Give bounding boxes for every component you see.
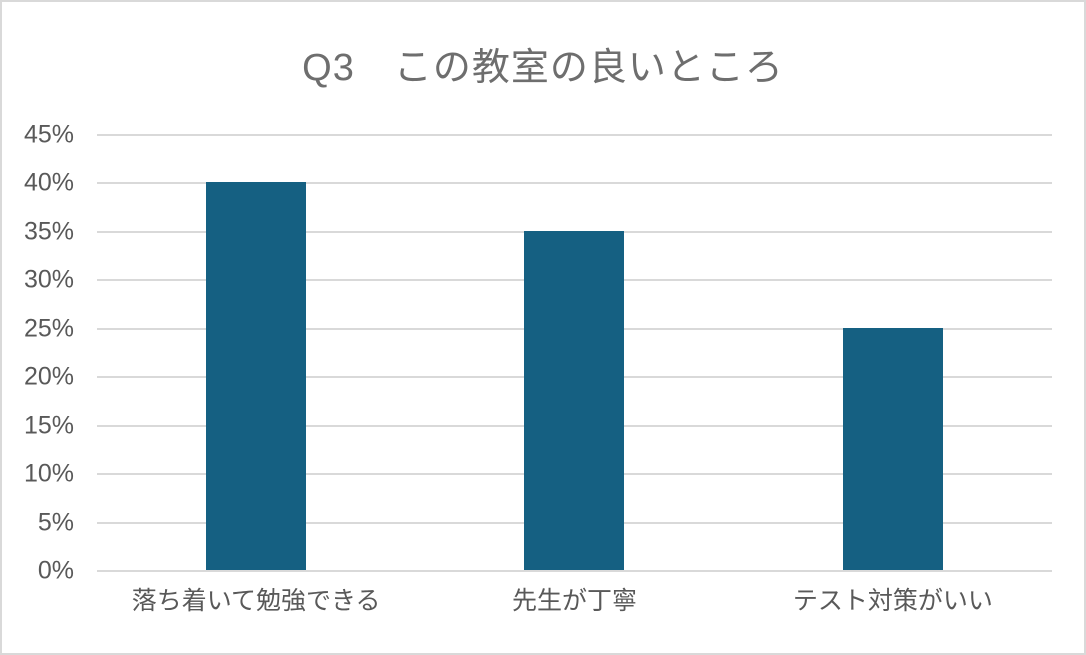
y-tick-label: 45% [23, 120, 74, 149]
gridline [97, 182, 1052, 185]
bar [524, 230, 625, 570]
bar [206, 182, 307, 570]
y-tick-label: 35% [23, 217, 74, 246]
chart-title: Q3 この教室の良いところ [302, 47, 784, 89]
y-tick-label: 5% [37, 508, 74, 537]
x-category-label: テスト対策がいい [792, 587, 993, 615]
bar [842, 327, 943, 570]
x-axis: 落ち着いて勉強できる 先生が丁寧 テスト対策がいい [97, 585, 1052, 618]
bars-row [97, 134, 1052, 570]
bar-slot [97, 134, 415, 570]
y-tick-label: 10% [23, 459, 74, 488]
x-axis-line [97, 570, 1052, 572]
y-tick-label: 30% [23, 265, 74, 294]
y-tick-label: 20% [23, 362, 74, 391]
plot-area [97, 134, 1052, 572]
x-category-label: 先生が丁寧 [511, 587, 637, 615]
y-axis: 0% 5% 10% 15% 20% 25% 30% 35% 40% 45% [2, 122, 74, 583]
y-tick-label: 0% [37, 556, 74, 585]
y-tick-label: 40% [23, 168, 74, 197]
bar-slot [415, 134, 733, 570]
x-category-label: 落ち着いて勉強できる [131, 587, 381, 615]
gridline [97, 134, 1052, 136]
bar-slot [734, 134, 1052, 570]
y-tick-label: 25% [23, 314, 74, 343]
y-tick-label: 15% [23, 411, 74, 440]
